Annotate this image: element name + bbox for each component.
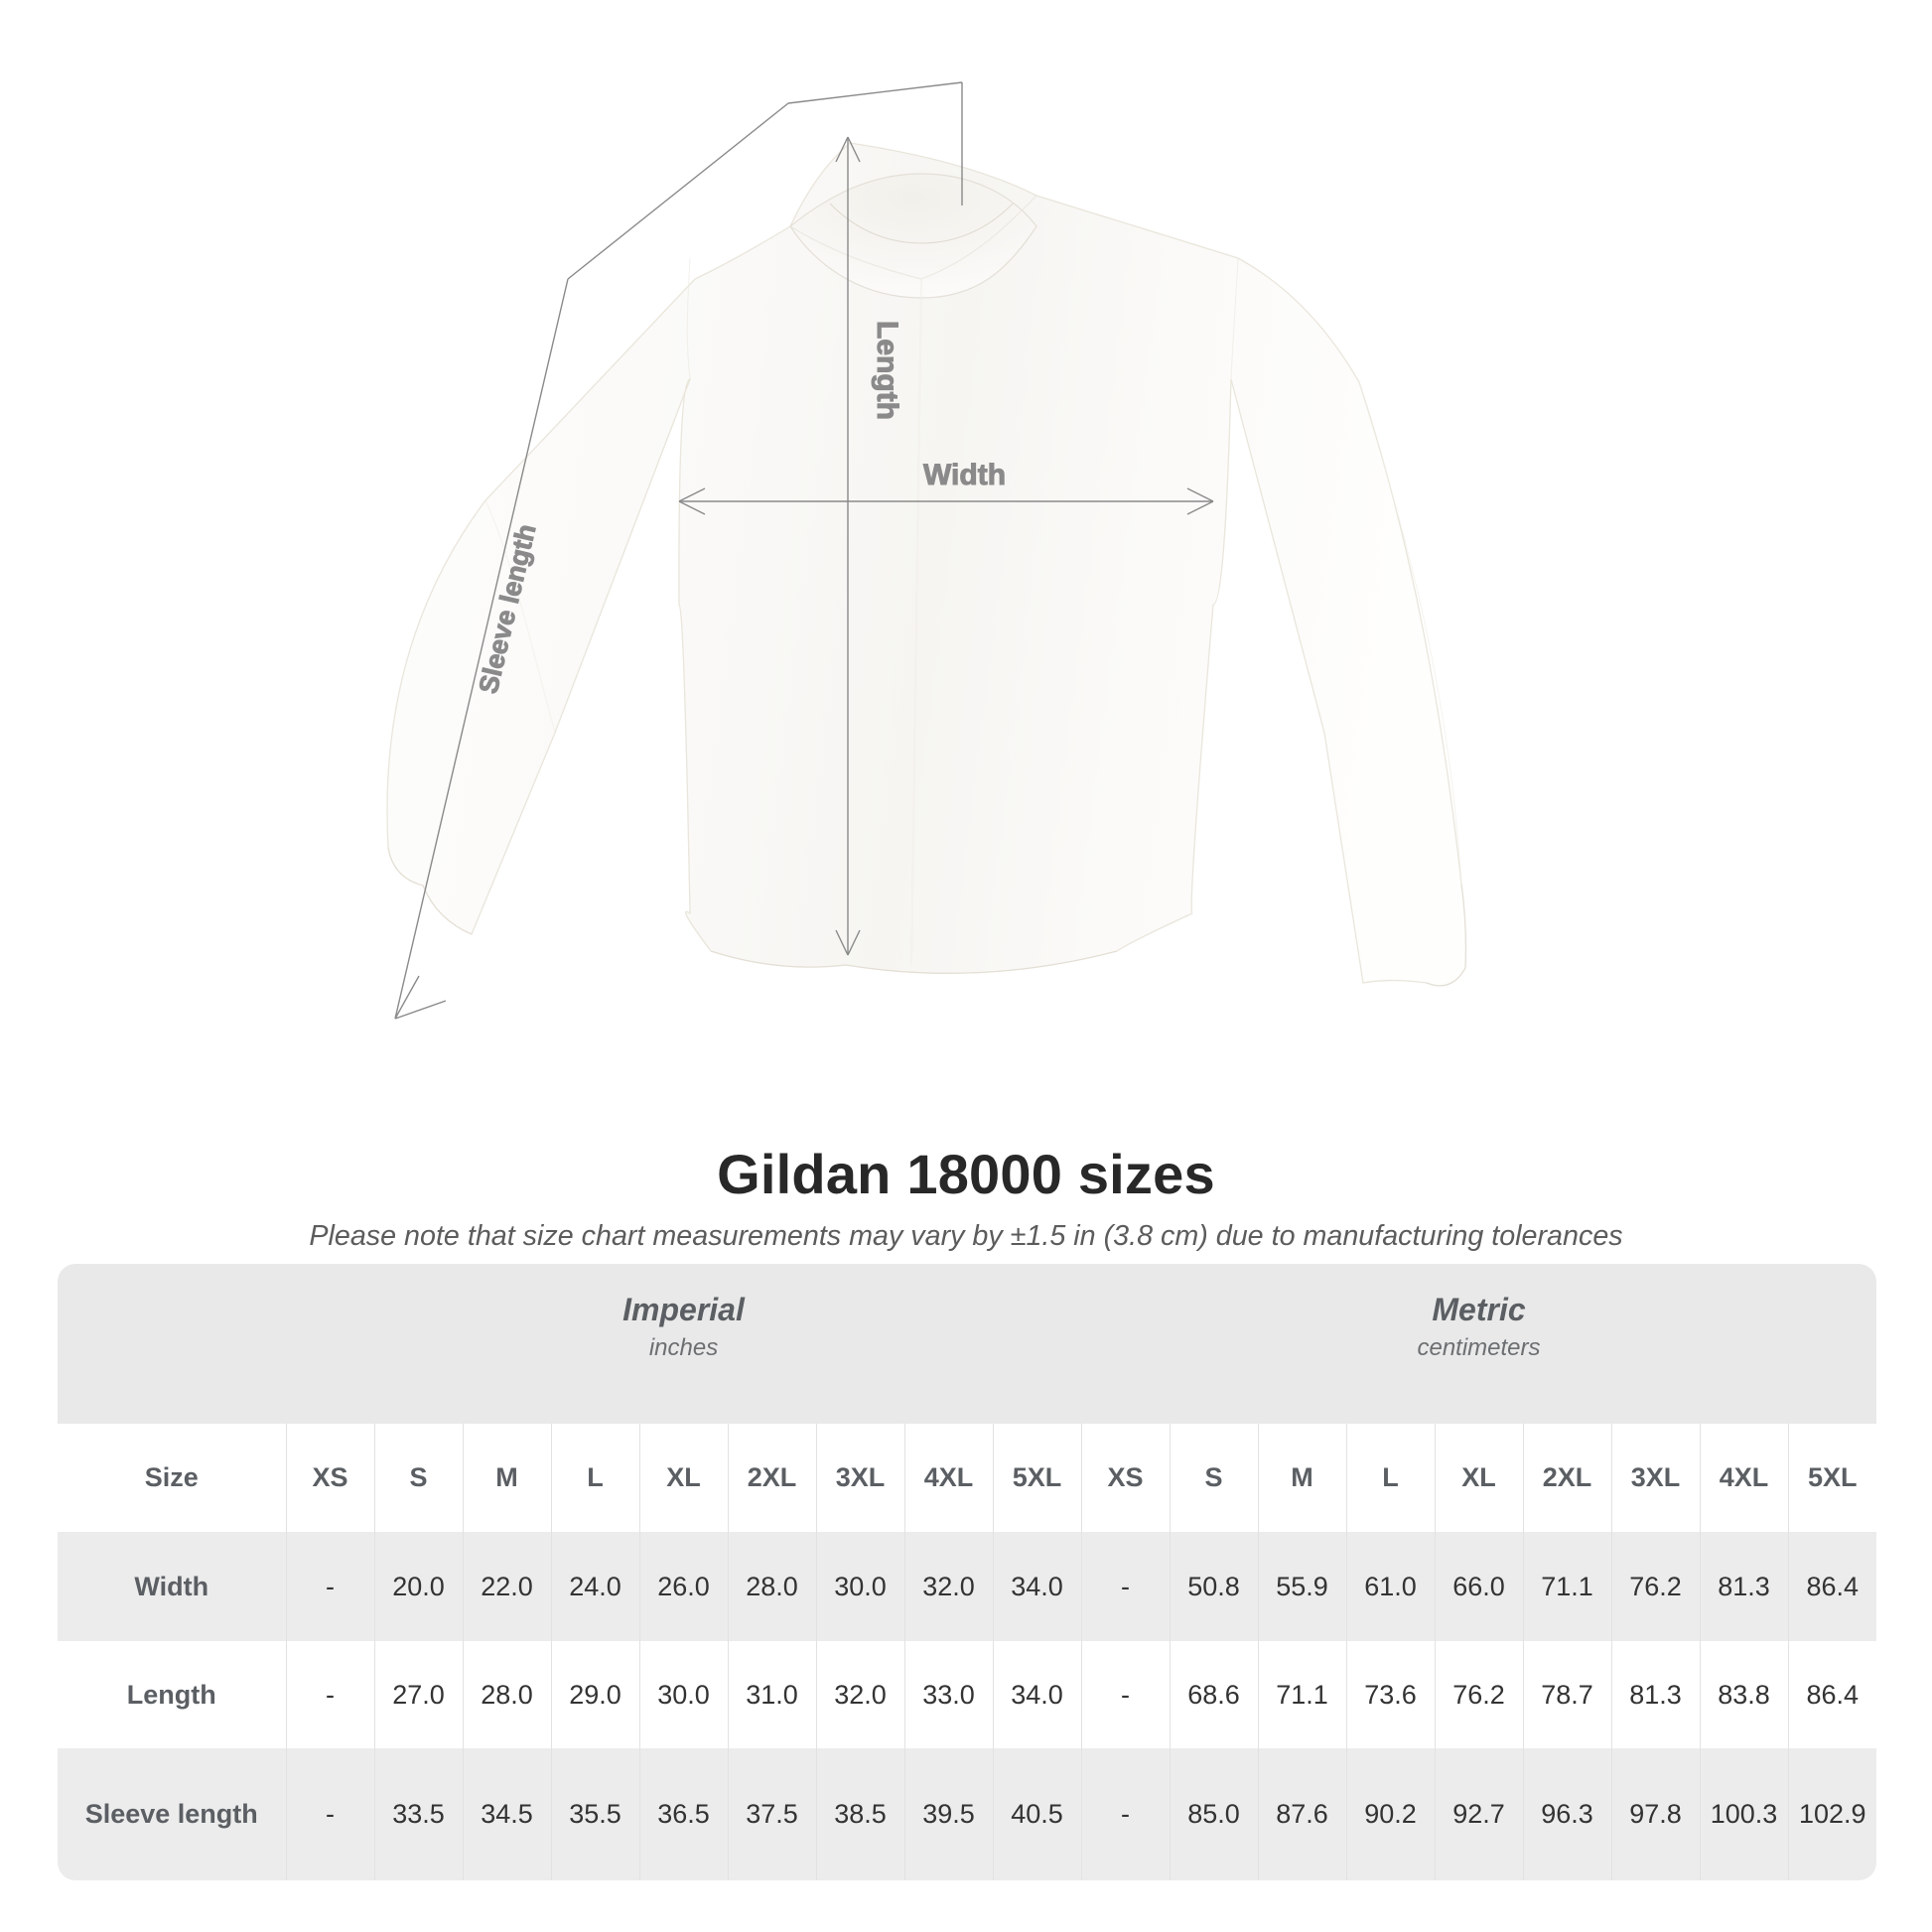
svg-text:Width: Width (923, 459, 1006, 491)
svg-text:Length: Length (871, 321, 903, 420)
